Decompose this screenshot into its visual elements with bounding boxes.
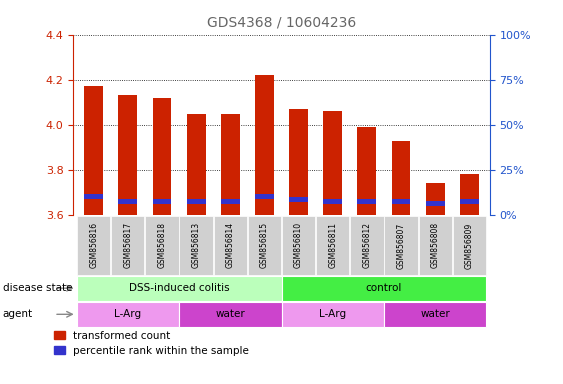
Bar [323,199,342,204]
Bar [392,141,410,215]
Bar [187,114,205,215]
Text: GSM856809: GSM856809 [465,222,474,268]
Legend: transformed count, percentile rank within the sample: transformed count, percentile rank withi… [50,326,253,360]
Text: GSM856807: GSM856807 [396,222,405,268]
Text: L-Arg: L-Arg [114,309,141,319]
Bar [426,184,445,215]
Bar [118,96,137,215]
Bar [221,199,240,204]
Text: disease state: disease state [3,283,72,293]
Text: GSM856815: GSM856815 [260,222,269,268]
Bar [84,194,103,199]
Bar [118,199,137,204]
Text: GDS4368 / 10604236: GDS4368 / 10604236 [207,15,356,29]
Bar [221,114,240,215]
Text: GSM856811: GSM856811 [328,222,337,268]
Text: GSM856808: GSM856808 [431,222,440,268]
Bar [392,199,410,204]
Bar [426,201,445,206]
Text: water: water [216,309,245,319]
Text: DSS-induced colitis: DSS-induced colitis [129,283,229,293]
Text: GSM856813: GSM856813 [191,222,200,268]
Bar [255,75,274,215]
Bar [84,86,103,215]
Bar [289,197,308,202]
Text: control: control [366,283,402,293]
Bar [153,98,171,215]
Bar [153,199,171,204]
Text: GSM856814: GSM856814 [226,222,235,268]
Text: GSM856817: GSM856817 [123,222,132,268]
Text: water: water [421,309,450,319]
Bar [460,199,479,204]
Text: L-Arg: L-Arg [319,309,346,319]
Bar [460,174,479,215]
Bar [289,109,308,215]
Text: GSM856812: GSM856812 [363,222,372,268]
Bar [187,199,205,204]
Text: GSM856816: GSM856816 [89,222,98,268]
Text: GSM856818: GSM856818 [158,222,167,268]
Text: agent: agent [3,309,33,319]
Bar [323,111,342,215]
Bar [255,194,274,199]
Bar [358,199,376,204]
Bar [358,127,376,215]
Text: GSM856810: GSM856810 [294,222,303,268]
